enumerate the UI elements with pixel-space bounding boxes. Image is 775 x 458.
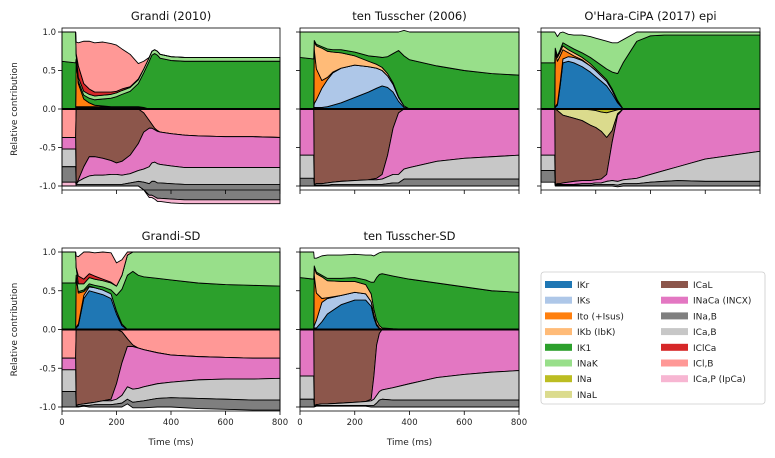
legend-label-ina-b: INa,B bbox=[693, 312, 717, 322]
legend-swatch-inaca-incx bbox=[661, 296, 688, 304]
panel-title: Grandi (2010) bbox=[131, 9, 211, 23]
legend-swatch-ikb-ibk bbox=[545, 328, 572, 336]
panel-ten-tusscher-2006: ten Tusscher (2006) bbox=[296, 9, 520, 194]
y-tick-label: 0.0 bbox=[42, 105, 56, 115]
x-axis-label: Time (ms) bbox=[386, 438, 432, 448]
panel-grandi-2010: 1.0 0.5 0.0 -0.5 -1.0 Grandi (2010) Relative c… bbox=[10, 9, 281, 205]
legend-swatch-ina bbox=[545, 375, 572, 383]
legend-swatch-icl-b bbox=[661, 359, 688, 367]
y-tick-label: -0.5 bbox=[39, 144, 56, 154]
y-tick-label: -1.0 bbox=[39, 182, 56, 192]
legend-swatch-iks bbox=[545, 296, 572, 304]
legend-label-inal: INaL bbox=[577, 391, 597, 401]
legend-label-ica-b: ICa,B bbox=[693, 328, 717, 338]
legend-label-ica-p-ipca: ICa,P (IpCa) bbox=[693, 375, 746, 385]
x-tick-label: 200 bbox=[108, 418, 124, 428]
y-tick-label: -1.0 bbox=[39, 403, 56, 413]
x-tick-label: 600 bbox=[217, 418, 233, 428]
legend-swatch-inal bbox=[545, 390, 572, 398]
legend: IKr IKs Ito (+Isus) IKb (IbK) IK1 INaK INa INaL… bbox=[540, 271, 766, 405]
x-tick-label: 600 bbox=[456, 418, 472, 428]
y-tick-label: 1.0 bbox=[42, 28, 56, 38]
y-tick-label: 0.5 bbox=[42, 287, 56, 297]
x-tick-label: 400 bbox=[163, 418, 179, 428]
legend-label-iks: IKs bbox=[577, 297, 591, 307]
y-axis-label: Relative contribution bbox=[10, 283, 20, 377]
legend-label-inaca-incx: INaCa (INCX) bbox=[693, 297, 751, 307]
legend-swatch-inak bbox=[545, 359, 572, 367]
legend-label-inak: INaK bbox=[577, 360, 599, 370]
legend-label-ito-isus: Ito (+Isus) bbox=[577, 312, 624, 322]
legend-label-ikb-ibk: IKb (IbK) bbox=[577, 328, 615, 338]
panel-o-hara-cipa-2017-epi: O'Hara-CiPA (2017) epi bbox=[537, 9, 761, 194]
x-tick-label: 800 bbox=[511, 418, 527, 428]
y-tick-label: 1.0 bbox=[42, 248, 56, 258]
legend-label-iclca: IClCa bbox=[693, 344, 716, 354]
y-axis-label: Relative contribution bbox=[10, 62, 20, 156]
legend-frame bbox=[540, 271, 766, 405]
legend-swatch-ica-p-ipca bbox=[661, 375, 688, 383]
x-tick-label: 400 bbox=[401, 418, 417, 428]
legend-swatch-ical bbox=[661, 281, 688, 288]
legend-label-ical: ICaL bbox=[693, 281, 712, 291]
panel-title: O'Hara-CiPA (2017) epi bbox=[584, 9, 716, 23]
x-tick-label: 0 bbox=[297, 418, 302, 428]
legend-swatch-ito-isus bbox=[545, 312, 572, 320]
x-axis-label: Time (ms) bbox=[147, 438, 193, 448]
x-tick-label: 800 bbox=[272, 418, 288, 428]
panel-title: Grandi-SD bbox=[142, 229, 201, 243]
panel-title: ten Tusscher-SD bbox=[363, 229, 455, 243]
x-tick-label: 0 bbox=[59, 418, 64, 428]
legend-label-ikr: IKr bbox=[577, 281, 590, 291]
legend-label-ik1: IK1 bbox=[577, 344, 591, 354]
y-tick-label: 0.5 bbox=[42, 67, 56, 77]
panel-grandi-sd: 1.0 0.5 0.0 -0.5 -1.00 200 400 600 800 Grandi-SD R… bbox=[10, 229, 288, 448]
legend-swatch-iclca bbox=[661, 343, 688, 351]
y-tick-label: -0.5 bbox=[39, 364, 56, 374]
area-ica-p-ipca-inward bbox=[61, 181, 281, 205]
legend-swatch-ina-b bbox=[661, 312, 688, 320]
legend-label-ina: INa bbox=[577, 375, 592, 385]
legend-swatch-ik1 bbox=[545, 343, 572, 351]
legend-swatch-ica-b bbox=[661, 328, 688, 336]
legend-label-icl-b: ICl,B bbox=[693, 360, 713, 370]
panel-ten-tusscher-sd: 0 200 400 600 800 ten Tusscher-SD Time (ms) bbox=[296, 229, 527, 448]
legend-swatch-ikr bbox=[545, 281, 572, 288]
x-tick-label: 200 bbox=[347, 418, 363, 428]
panel-title: ten Tusscher (2006) bbox=[352, 9, 466, 23]
y-tick-label: 0.0 bbox=[42, 326, 56, 336]
